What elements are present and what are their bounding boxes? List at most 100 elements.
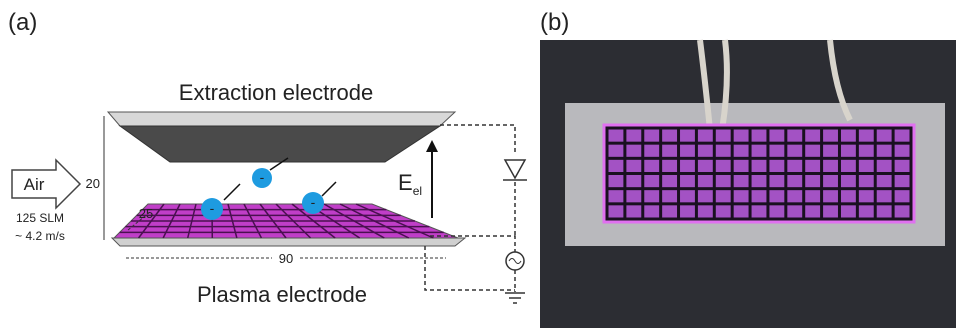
top-electrode-label: Extraction electrode bbox=[179, 80, 373, 105]
photo-plasma-cell bbox=[877, 205, 892, 217]
photo-plasma-cell bbox=[895, 175, 910, 187]
top-plate bbox=[108, 112, 455, 126]
photo-plasma-cell bbox=[859, 190, 874, 202]
air-arrow bbox=[12, 160, 80, 208]
photo-plasma-grid bbox=[604, 125, 914, 222]
photo-plasma-cell bbox=[841, 145, 856, 157]
photo-plasma-cell bbox=[680, 160, 695, 172]
dimension-label: 20 bbox=[86, 176, 100, 191]
photo-plasma-cell bbox=[716, 190, 731, 202]
photo-plasma-cell bbox=[626, 130, 641, 142]
photo-plasma-cell bbox=[895, 205, 910, 217]
flow-rate: 125 SLM bbox=[16, 211, 64, 225]
photo-plasma-cell bbox=[805, 190, 820, 202]
photo-plasma-cell bbox=[698, 145, 713, 157]
photo-plasma-cell bbox=[644, 130, 659, 142]
air-label: Air bbox=[24, 175, 45, 194]
electron-charge: - bbox=[210, 200, 215, 216]
photo-plasma-cell bbox=[823, 160, 838, 172]
field-symbol: E bbox=[398, 170, 413, 195]
photo-plasma-cell bbox=[895, 145, 910, 157]
photo-plasma-cell bbox=[787, 160, 802, 172]
photo-plasma-cell bbox=[752, 190, 767, 202]
photo-plasma-cell bbox=[787, 205, 802, 217]
photo-plasma-cell bbox=[805, 145, 820, 157]
photo-plasma-cell bbox=[734, 175, 749, 187]
photo-plasma-cell bbox=[895, 130, 910, 142]
photo-plasma-cell bbox=[752, 130, 767, 142]
photo-plasma-cell bbox=[698, 190, 713, 202]
photo-plasma-cell bbox=[823, 145, 838, 157]
photo-plasma-cell bbox=[841, 160, 856, 172]
photo-plasma-cell bbox=[716, 160, 731, 172]
top-electrode bbox=[120, 126, 440, 162]
bottom-electrode-label: Plasma electrode bbox=[197, 282, 367, 307]
photo-plasma-cell bbox=[859, 175, 874, 187]
photo-plasma-cell bbox=[662, 190, 677, 202]
photo-plasma-cell bbox=[609, 205, 624, 217]
photo-plasma-cell bbox=[662, 175, 677, 187]
field-subscript: el bbox=[413, 184, 422, 198]
photo-plasma-cell bbox=[752, 175, 767, 187]
photo-plasma-cell bbox=[734, 205, 749, 217]
photo-plasma-cell bbox=[680, 190, 695, 202]
photo-plasma-cell bbox=[787, 130, 802, 142]
photo-plasma-cell bbox=[680, 145, 695, 157]
photo-plasma-cell bbox=[859, 160, 874, 172]
diode bbox=[505, 160, 525, 178]
electron-charge: - bbox=[311, 194, 316, 210]
photo-plasma-cell bbox=[662, 145, 677, 157]
photo-plasma-cell bbox=[698, 130, 713, 142]
photo-plasma-cell bbox=[626, 205, 641, 217]
photo-plasma-cell bbox=[626, 175, 641, 187]
photo-plasma-cell bbox=[877, 190, 892, 202]
photo-plasma-cell bbox=[877, 130, 892, 142]
photo-plasma-cell bbox=[805, 205, 820, 217]
photo-plasma-cell bbox=[823, 175, 838, 187]
photo-plasma-cell bbox=[716, 145, 731, 157]
photo-plasma-cell bbox=[716, 130, 731, 142]
photo-plasma-cell bbox=[823, 205, 838, 217]
field-label: Eel bbox=[398, 170, 422, 198]
photo-plasma-cell bbox=[609, 190, 624, 202]
photo-plasma-cell bbox=[626, 145, 641, 157]
figure: (a) (b) Extraction electrode Plasma elec… bbox=[0, 0, 960, 328]
photo-plasma-cell bbox=[662, 160, 677, 172]
photo-plasma-cell bbox=[877, 160, 892, 172]
field-arrowhead bbox=[426, 140, 438, 152]
photo-plasma-cell bbox=[662, 205, 677, 217]
photo-plasma-cell bbox=[841, 190, 856, 202]
photo-plasma-cell bbox=[787, 175, 802, 187]
electron-charge: - bbox=[260, 169, 265, 185]
photo-plasma-cell bbox=[698, 160, 713, 172]
photo-plasma-cell bbox=[877, 145, 892, 157]
bottom-plate bbox=[112, 238, 465, 246]
photo-plasma-cell bbox=[769, 130, 784, 142]
dimension-label: 25 bbox=[139, 206, 153, 221]
photo-plasma-cell bbox=[734, 145, 749, 157]
photo-plasma-cell bbox=[716, 205, 731, 217]
photo-plasma-cell bbox=[769, 175, 784, 187]
plasma-electrode bbox=[114, 204, 458, 238]
panel-label: (b) bbox=[540, 9, 569, 36]
photo-plasma-cell bbox=[609, 130, 624, 142]
circuit-wire bbox=[425, 125, 515, 292]
photo-plasma-cell bbox=[644, 175, 659, 187]
photo-plasma-cell bbox=[752, 205, 767, 217]
photo-plasma-cell bbox=[609, 160, 624, 172]
photo-plasma-cell bbox=[769, 205, 784, 217]
photo-plasma-cell bbox=[752, 145, 767, 157]
panel-label: (a) bbox=[8, 9, 37, 36]
photo-plasma-cell bbox=[769, 190, 784, 202]
photo-plasma-cell bbox=[626, 160, 641, 172]
photo-plasma-cell bbox=[823, 130, 838, 142]
photo-plasma-cell bbox=[823, 190, 838, 202]
photo-plasma-cell bbox=[841, 130, 856, 142]
photo-plasma-cell bbox=[769, 145, 784, 157]
photo-plasma-cell bbox=[859, 130, 874, 142]
photo-plasma-cell bbox=[769, 160, 784, 172]
photo-plasma-cell bbox=[644, 190, 659, 202]
photo-plasma-cell bbox=[805, 175, 820, 187]
photo-plasma-cell bbox=[609, 175, 624, 187]
photo-plasma-cell bbox=[680, 205, 695, 217]
